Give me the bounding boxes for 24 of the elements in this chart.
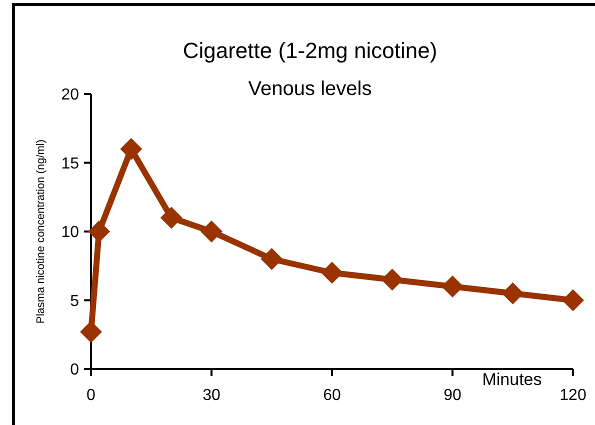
y-tick-label: 5	[70, 292, 80, 310]
x-axis-title: Minutes	[482, 370, 542, 389]
point	[381, 268, 404, 291]
x-tick-label: 0	[86, 387, 96, 404]
point	[321, 262, 343, 284]
point	[120, 138, 142, 160]
point	[502, 282, 524, 304]
y-tick-label: 10	[61, 224, 80, 242]
x-tick-label: 60	[323, 387, 341, 404]
y-tick-label: 0	[70, 362, 80, 379]
point	[200, 220, 222, 242]
y-tick-label: 15	[61, 155, 80, 172]
x-tick-label: 120	[560, 387, 586, 404]
y-tick-label: 20	[61, 86, 80, 104]
point	[160, 206, 182, 229]
x-tick-label: 30	[202, 387, 220, 404]
y-axis-title: Plasma nicotine concentration (ng/ml)	[35, 139, 47, 324]
point	[442, 276, 464, 298]
x-tick-label: 90	[444, 387, 462, 404]
chart-subtitle: Venous levels	[248, 78, 372, 100]
point	[88, 220, 110, 242]
chart-title: Cigarette (1-2mg nicotine)	[182, 38, 438, 63]
point	[260, 248, 283, 270]
point	[562, 289, 584, 312]
